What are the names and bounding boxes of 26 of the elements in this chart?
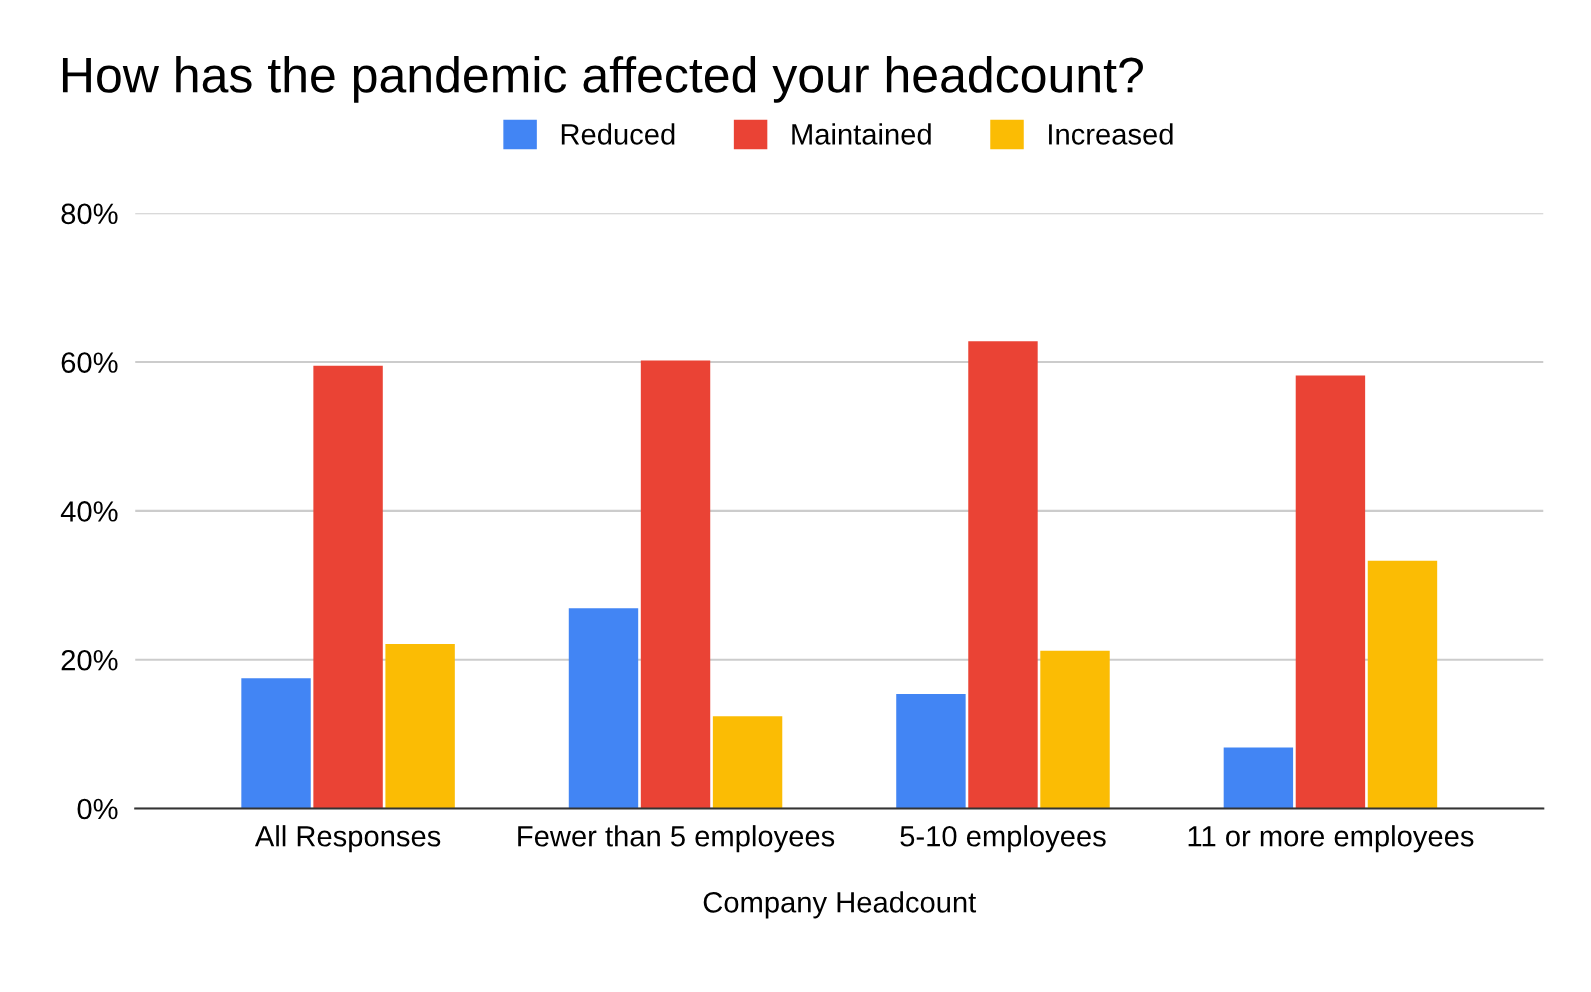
bar	[968, 341, 1038, 809]
y-tick-label: 60%	[61, 352, 118, 373]
y-tick-label: 0%	[77, 798, 118, 820]
bar	[1295, 375, 1366, 809]
x-tick-label: 5-10 employees	[900, 825, 1106, 853]
legend-label: Increased	[1049, 123, 1173, 145]
bar	[241, 678, 311, 809]
bar	[896, 693, 966, 809]
legend-label: Reduced	[561, 123, 675, 145]
y-tick-label: 20%	[61, 649, 118, 671]
bar	[1040, 650, 1110, 809]
x-tick-label: 11 or more employees	[1188, 825, 1474, 853]
x-tick-label: All Responses	[254, 825, 441, 853]
bar	[640, 360, 711, 809]
bar	[568, 608, 639, 809]
bar	[313, 365, 383, 809]
bar	[385, 644, 455, 809]
bar	[1367, 560, 1438, 809]
bar	[712, 716, 783, 809]
x-tick-label: Fewer than 5 employees	[518, 825, 835, 853]
chart-title: How has the pandemic affected your headcount?	[62, 56, 1143, 103]
y-tick-label: 40%	[60, 501, 118, 522]
y-tick-label: 80%	[61, 203, 118, 225]
legend-label: Maintained	[792, 123, 931, 145]
x-axis-title: Company Headcount	[703, 891, 977, 919]
bar	[1223, 747, 1294, 809]
